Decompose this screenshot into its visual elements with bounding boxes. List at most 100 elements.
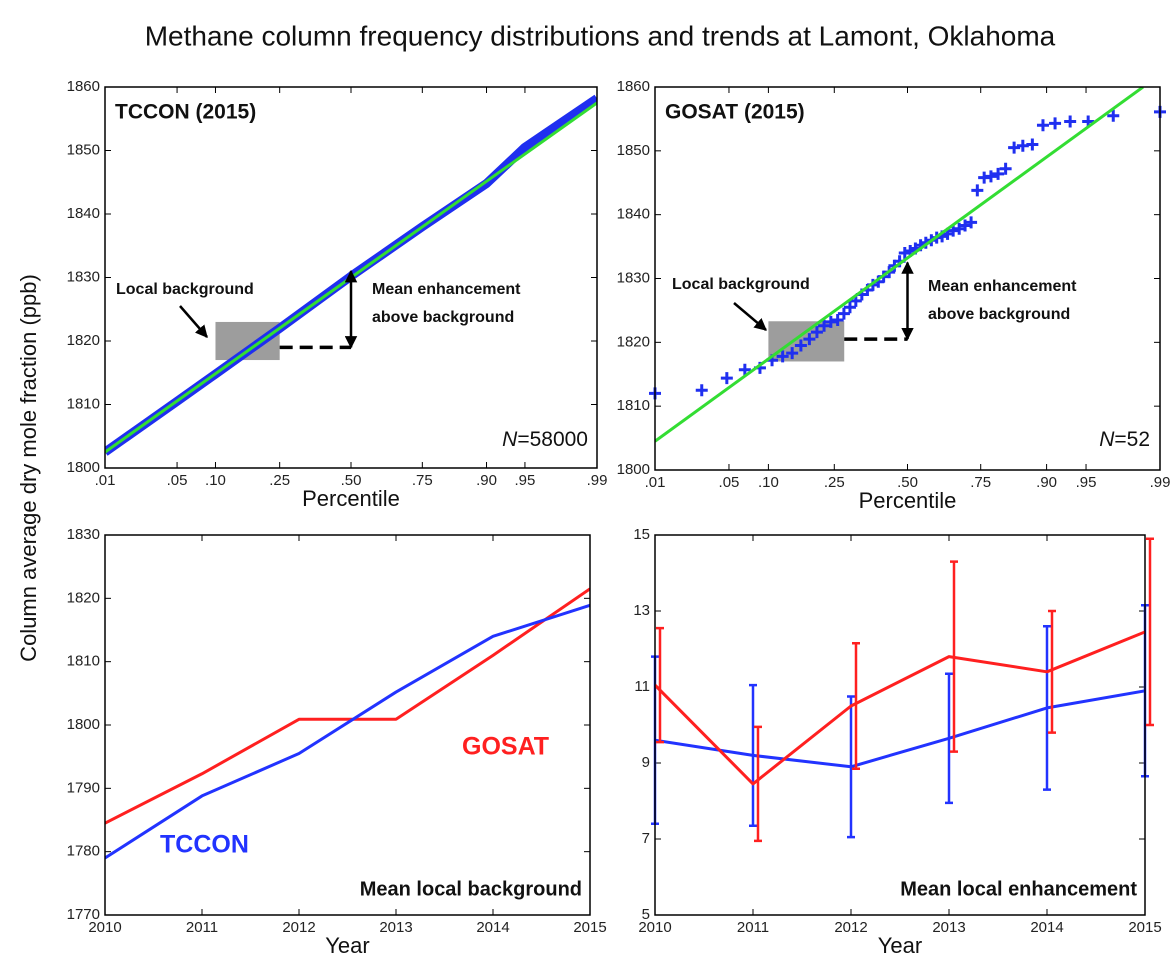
annotation: Mean enhancement	[372, 281, 521, 298]
data-point	[984, 170, 997, 183]
annotation: Mean enhancement	[928, 278, 1077, 295]
y-tick-label: 1830	[617, 269, 650, 286]
annotation-arrow	[733, 302, 767, 331]
y-tick-label: 1850	[617, 142, 650, 159]
data-point	[695, 384, 708, 397]
annotation: above background	[928, 306, 1070, 323]
x-axis-label: Percentile	[859, 488, 957, 513]
x-tick-label: .95	[1076, 474, 1097, 491]
y-tick-label: 1820	[617, 333, 650, 350]
data-point	[831, 313, 844, 326]
figure-title: Methane column frequency distributions a…	[145, 20, 1056, 51]
data-point	[992, 167, 1005, 180]
data-point	[786, 347, 799, 360]
annotation: Local background	[672, 276, 810, 293]
y-tick-label: 1800	[67, 716, 100, 733]
x-tick-label: 2012	[834, 919, 867, 936]
x-tick-label: .75	[412, 472, 433, 489]
data-point	[1049, 117, 1062, 130]
error-bar	[754, 725, 762, 843]
panel: 1800 1810 1820 1830 1840 1850 1860 .01 .05 .10 .25…	[617, 78, 1170, 513]
panel-title: TCCON (2015)	[115, 101, 256, 124]
y-tick-label: 13	[633, 602, 650, 619]
x-tick-label: .05	[167, 472, 188, 489]
x-tick-label: .95	[515, 472, 536, 489]
y-tick-label: 11	[634, 678, 650, 695]
y-tick-label: 1790	[67, 779, 100, 796]
y-tick-label: 1800	[67, 459, 100, 476]
panel: 1770 1780 1790 1800 1810 1820 1830 2010 2011 2012…	[67, 526, 607, 958]
series-line	[655, 630, 1145, 786]
y-axis-label: Column average dry mole fraction (ppb)	[16, 274, 41, 662]
x-tick-label: .50	[341, 472, 362, 489]
y-tick-label: 5	[642, 906, 650, 923]
data-point	[794, 339, 807, 352]
series-line	[655, 87, 1144, 443]
data-point	[1026, 138, 1039, 151]
plot-frame	[654, 86, 1161, 471]
error-bar	[1048, 609, 1056, 734]
x-tick-label: .25	[824, 474, 845, 491]
x-tick-label: 2010	[88, 919, 121, 936]
x-tick-label: .99	[1150, 474, 1170, 491]
y-tick-label: 1830	[67, 526, 100, 543]
series-label: GOSAT	[462, 733, 549, 761]
y-tick-label: 1840	[67, 205, 100, 222]
data-point	[999, 162, 1012, 175]
x-tick-label: 2015	[1128, 919, 1161, 936]
x-tick-label: .90	[1036, 474, 1057, 491]
y-tick-label: 7	[642, 830, 650, 847]
data-point	[803, 333, 816, 346]
sample-size: N=52	[1099, 428, 1150, 451]
y-tick-label: 1860	[617, 78, 650, 95]
y-tick-label: 1860	[67, 78, 100, 95]
y-tick-label: 1820	[67, 332, 100, 349]
data-point	[843, 301, 856, 314]
x-tick-label: 2011	[186, 919, 218, 936]
x-tick-label: .10	[758, 474, 779, 491]
x-tick-label: .99	[587, 472, 608, 489]
series-line	[105, 603, 590, 860]
y-tick-label: 1800	[617, 461, 650, 478]
x-tick-label: .01	[95, 472, 116, 489]
x-tick-label: 2013	[379, 919, 412, 936]
y-tick-label: 1810	[67, 395, 100, 412]
data-point	[965, 216, 978, 229]
data-point	[1107, 109, 1120, 122]
data-point	[818, 319, 831, 332]
x-tick-label: 2015	[573, 919, 606, 936]
y-tick-label: 9	[642, 754, 650, 771]
x-tick-label: 2014	[1030, 919, 1063, 936]
data-point	[776, 350, 789, 363]
panel-title: GOSAT (2015)	[665, 101, 805, 124]
panel: 1800 1810 1820 1830 1840 1850 1860 .01 .05 .10 .25…	[67, 78, 608, 511]
y-tick-label: 1810	[617, 397, 650, 414]
data-point	[824, 315, 837, 328]
plot-frame	[104, 534, 591, 916]
y-tick-label: 1770	[67, 906, 100, 923]
plot-frame	[104, 86, 598, 469]
x-axis-label: Year	[878, 933, 922, 958]
data-point	[959, 219, 972, 232]
data-point	[837, 307, 850, 320]
x-tick-label: .90	[476, 472, 497, 489]
error-bar	[1043, 624, 1051, 791]
x-tick-label: 2012	[282, 919, 315, 936]
x-tick-label: .75	[970, 474, 991, 491]
annotation: Local background	[116, 281, 254, 298]
error-bar	[945, 672, 953, 805]
data-point	[720, 372, 733, 385]
series-line	[105, 587, 590, 825]
x-tick-label: .05	[719, 474, 740, 491]
sample-size: N=58000	[502, 428, 588, 451]
y-tick-label: 1820	[67, 589, 100, 606]
panel: 5 7 9 11 13 15 2010 2011 2012 2013 2014 2015 Year Mea…	[633, 526, 1161, 958]
panel-label: Mean local background	[360, 878, 582, 900]
data-point	[1036, 119, 1049, 132]
y-tick-label: 1810	[67, 653, 100, 670]
x-axis-label: Percentile	[302, 486, 400, 511]
data-point	[1064, 115, 1077, 128]
series-label: TCCON	[160, 831, 249, 859]
